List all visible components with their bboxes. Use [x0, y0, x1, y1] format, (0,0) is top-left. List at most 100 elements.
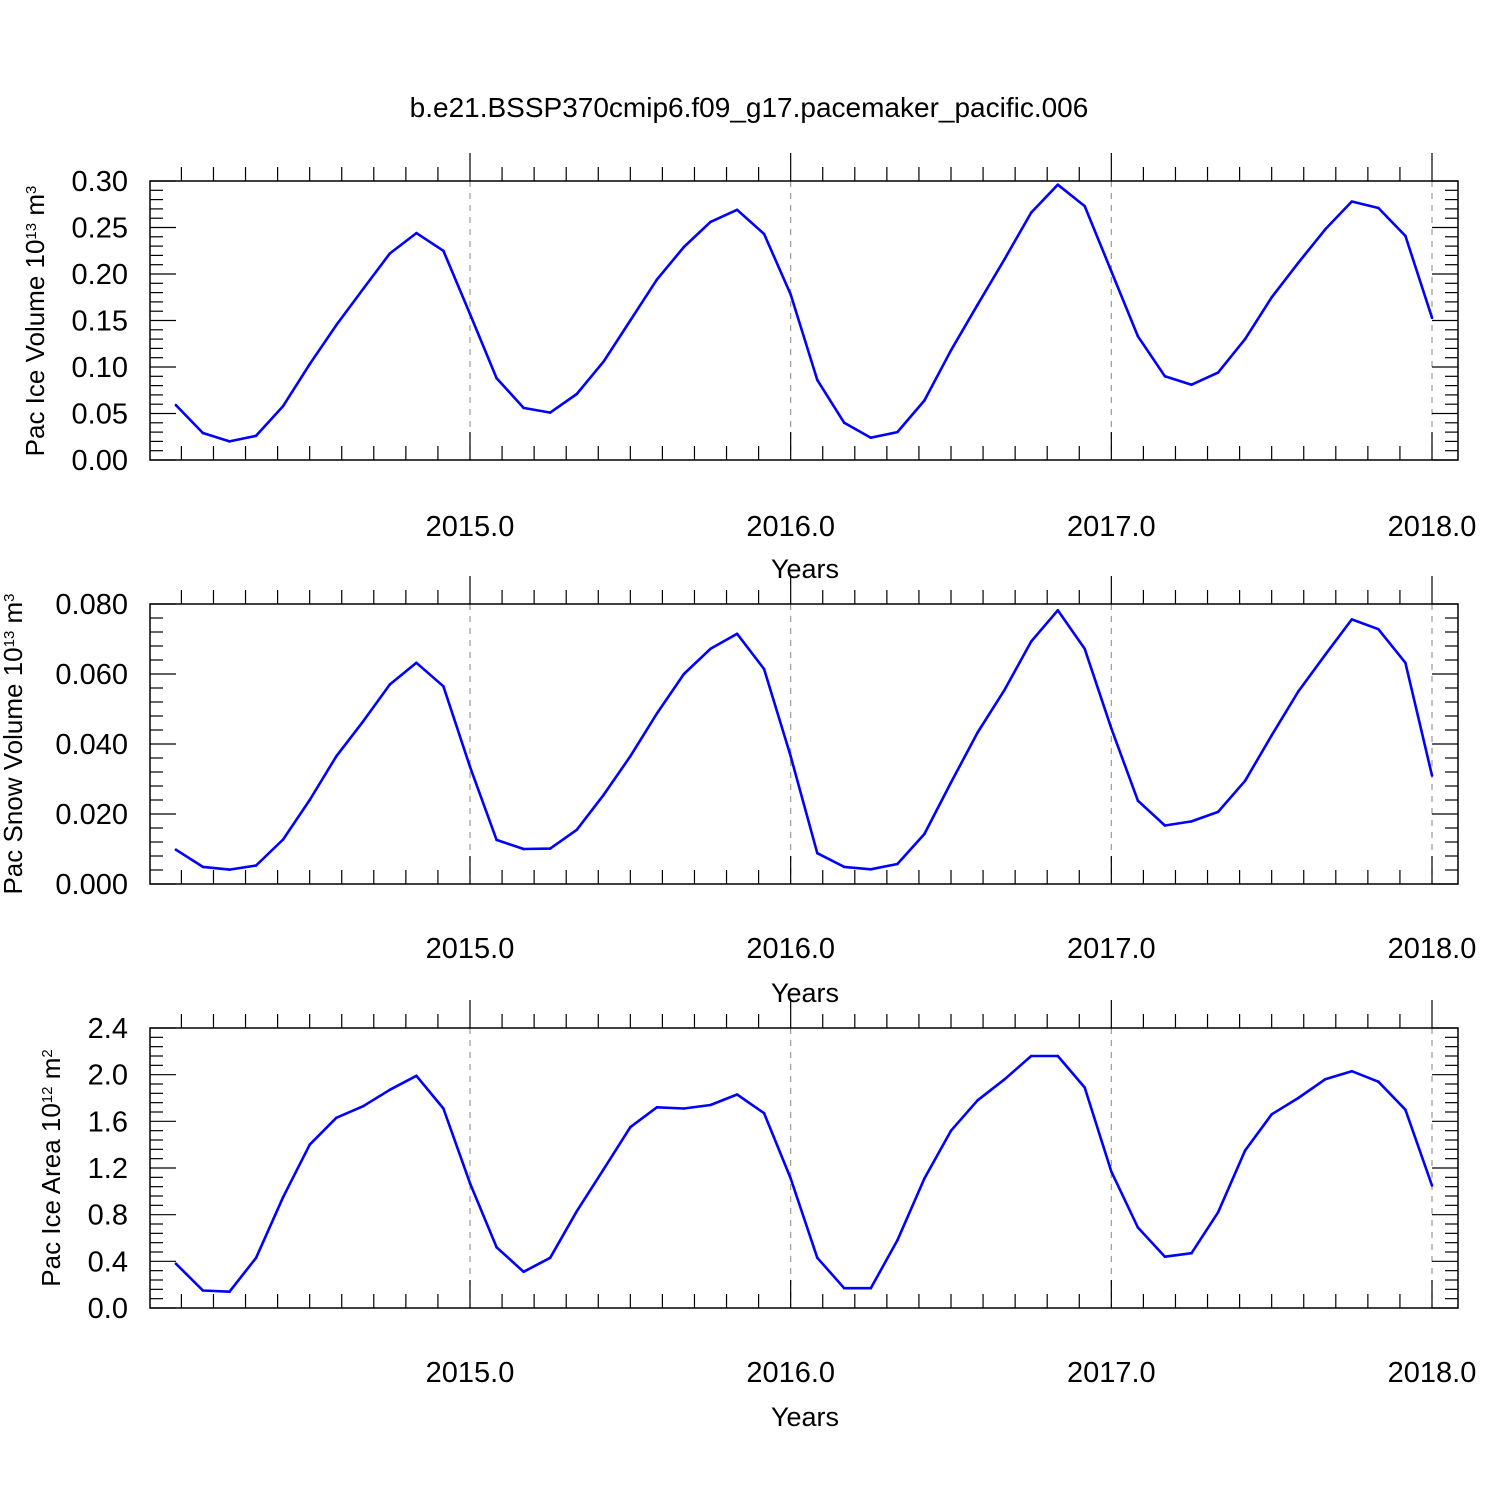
data-point: [1003, 1078, 1006, 1081]
y-tick-label: 0.05: [72, 399, 128, 431]
data-point: [1083, 204, 1086, 208]
data-point: [228, 868, 231, 871]
data-point: [1404, 234, 1407, 238]
data-point: [789, 1177, 792, 1180]
data-point: [361, 287, 365, 291]
y-label-unit-exponent: 3: [1, 593, 18, 601]
data-point: [1110, 727, 1113, 730]
data-point: [1029, 640, 1033, 643]
data-point: [629, 755, 632, 758]
y-tick-label: 0.25: [72, 213, 128, 245]
data-point: [1216, 810, 1220, 814]
data-point: [896, 1239, 899, 1242]
data-point: [415, 1074, 418, 1078]
y-tick-label: 0.040: [55, 729, 128, 761]
data-point: [361, 1104, 365, 1108]
y-label-exponent: 12: [39, 1086, 56, 1103]
data-point: [1377, 1080, 1380, 1083]
data-point: [335, 755, 338, 758]
data-point: [1297, 690, 1300, 693]
data-point: [442, 685, 445, 688]
y-tick-label: 2.4: [88, 1013, 128, 1045]
x-tick-label: 2017.0: [1067, 511, 1156, 543]
data-point: [201, 431, 205, 435]
data-point: [388, 252, 392, 255]
data-point: [1270, 734, 1273, 737]
data-point: [228, 1290, 231, 1293]
data-point: [361, 720, 365, 723]
x-axis-label: Years: [771, 554, 839, 584]
chart-panel-1: 0.00 0.05 0.10 0.15 0.20 0.25 0.30 2015.0 2016.0…: [20, 153, 1476, 584]
data-point: [254, 1256, 258, 1260]
data-point: [1243, 779, 1247, 783]
data-point: [682, 245, 686, 249]
x-tick-label: 2017.0: [1067, 933, 1156, 965]
data-point: [174, 848, 178, 851]
x-tick-label: 2017.0: [1067, 1357, 1156, 1389]
data-point: [949, 1129, 953, 1132]
data-point: [682, 1107, 686, 1110]
data-point: [869, 868, 873, 871]
data-point: [1190, 820, 1193, 823]
series-line: [175, 608, 1434, 871]
data-point: [842, 421, 846, 425]
data-point: [869, 436, 873, 440]
data-point: [976, 303, 979, 307]
data-point: [575, 828, 579, 832]
data-point: [201, 865, 205, 869]
y-tick-label: 0.8: [88, 1200, 128, 1232]
data-point: [869, 1286, 873, 1290]
data-point: [174, 1262, 178, 1265]
data-point: [1350, 200, 1354, 203]
x-tick-label: 2016.0: [746, 933, 835, 965]
data-point: [522, 847, 525, 851]
data-point: [575, 392, 579, 396]
y-axis-label: Pac Snow Volume 1013 m3: [0, 593, 28, 894]
data-point: [709, 647, 712, 651]
x-tick-label: 2016.0: [746, 1357, 835, 1389]
y-label-unit: m: [20, 194, 50, 223]
y-tick-label: 1.2: [88, 1153, 128, 1185]
data-point: [735, 632, 739, 636]
data-point: [735, 208, 739, 212]
data-point: [308, 362, 312, 366]
data-point: [522, 406, 525, 410]
data-point: [789, 755, 792, 758]
data-point: [1430, 774, 1434, 777]
data-point: [495, 376, 498, 380]
data-point: [1110, 1170, 1113, 1173]
data-point: [1056, 1054, 1060, 1058]
data-point: [655, 278, 659, 281]
data-point: [281, 1195, 285, 1199]
data-point: [308, 1143, 312, 1146]
data-point: [468, 312, 472, 316]
x-tick-label: 2018.0: [1388, 1357, 1477, 1389]
data-point: [629, 1125, 632, 1129]
y-tick-label: 0.30: [72, 166, 128, 198]
y-axis-label: Pac Ice Area 1012 m2: [36, 1049, 66, 1286]
data-point: [254, 434, 258, 438]
data-point: [1323, 653, 1327, 657]
data-point: [1430, 316, 1434, 320]
y-label-text: Pac Ice Area 10: [36, 1103, 66, 1287]
y-tick-label: 0.10: [72, 352, 128, 384]
data-point: [1029, 1054, 1033, 1058]
data-point: [1190, 1251, 1193, 1255]
data-point: [709, 220, 712, 224]
data-point: [1029, 211, 1033, 214]
x-tick-label: 2018.0: [1388, 511, 1477, 543]
data-point: [1430, 1184, 1434, 1187]
data-point: [949, 781, 953, 784]
data-point: [1297, 1096, 1300, 1100]
x-tick-label: 2015.0: [426, 1357, 515, 1389]
data-point: [923, 832, 926, 836]
data-point: [816, 378, 819, 382]
data-point: [629, 319, 632, 322]
data-point: [522, 1270, 525, 1274]
data-point: [308, 798, 312, 802]
x-tick-label: 2015.0: [426, 933, 515, 965]
y-tick-label: 0.020: [55, 799, 128, 831]
data-point: [655, 1106, 659, 1109]
data-point: [415, 661, 418, 665]
